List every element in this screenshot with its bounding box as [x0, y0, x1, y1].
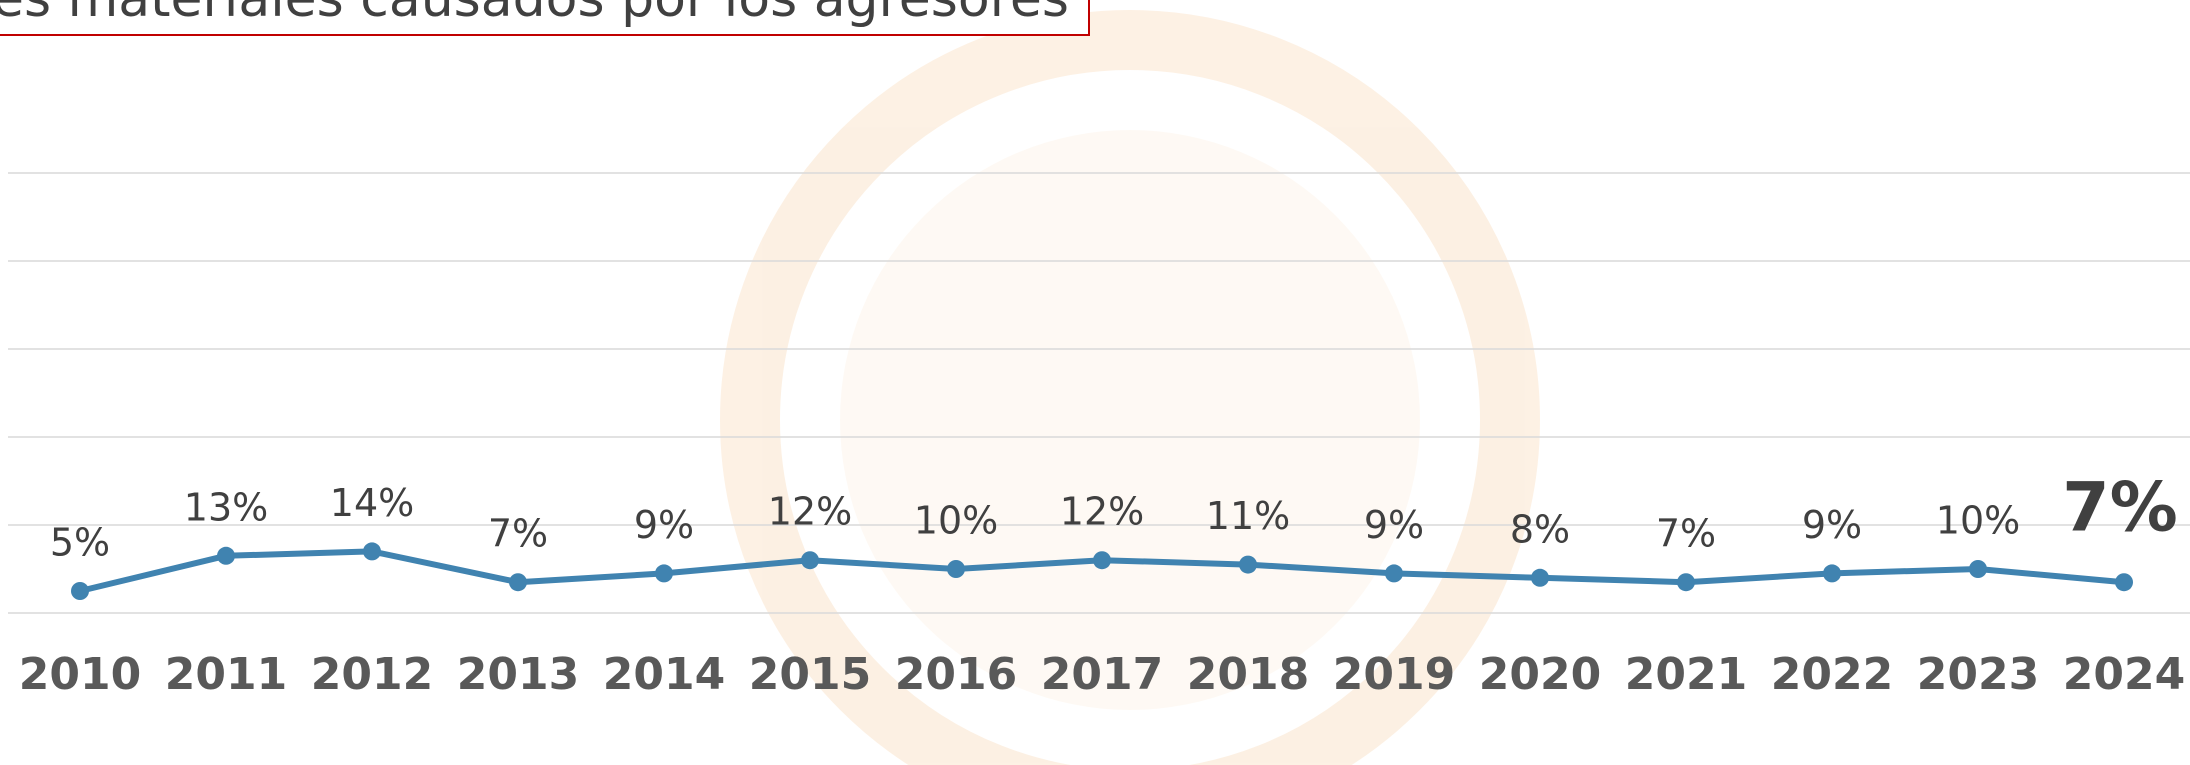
data-label: 10% — [914, 499, 998, 543]
x-tick-label: 2018 — [1187, 649, 1309, 700]
point — [217, 546, 235, 565]
x-tick-label: 2023 — [1917, 649, 2039, 700]
point — [1823, 564, 1841, 583]
x-tick-label: 2024 — [2063, 649, 2185, 700]
data-label: 7% — [488, 512, 548, 556]
data-label: 7% — [1656, 512, 1716, 556]
x-tick-label: 2016 — [895, 649, 1017, 700]
data-label: 9% — [1364, 503, 1424, 547]
watermark-ring — [720, 10, 1540, 765]
x-tick-label: 2014 — [603, 649, 725, 700]
point — [1677, 573, 1695, 592]
data-label: 10% — [1936, 499, 2020, 543]
data-label: 5% — [50, 521, 110, 565]
point — [363, 542, 381, 561]
data-label: 11% — [1206, 494, 1290, 538]
data-label: 9% — [1802, 503, 1862, 547]
data-label: 12% — [1060, 490, 1144, 534]
x-tick-label: 2012 — [311, 649, 433, 700]
x-tick-label: 2011 — [165, 649, 287, 700]
point — [947, 560, 965, 578]
x-tick-label: 2013 — [457, 649, 579, 700]
data-label: 8% — [1510, 507, 1570, 551]
data-label: 7% — [2062, 469, 2177, 548]
data-label: 13% — [184, 485, 268, 529]
x-tick-label: 2017 — [1041, 649, 1163, 700]
x-tick-label: 2015 — [749, 649, 871, 700]
chart-title: es materiales causados por los agresores — [0, 0, 1069, 29]
x-tick-label: 2020 — [1479, 649, 1601, 700]
x-tick-label: 2021 — [1625, 649, 1747, 700]
watermark-disc — [840, 130, 1420, 710]
point — [801, 551, 819, 570]
point — [1969, 560, 1987, 578]
title-box — [0, 0, 1090, 36]
point — [1093, 551, 1111, 570]
data-label: 14% — [330, 481, 414, 525]
data-label: 9% — [634, 503, 694, 547]
x-tick-label: 2010 — [19, 649, 141, 700]
point — [1239, 555, 1257, 574]
x-tick-label: 2022 — [1771, 649, 1893, 700]
point — [655, 564, 673, 583]
point — [2115, 573, 2133, 592]
data-label: 12% — [768, 490, 852, 534]
point — [71, 582, 89, 600]
point — [1531, 568, 1549, 587]
point — [1385, 564, 1403, 583]
x-tick-label: 2019 — [1333, 649, 1455, 700]
point — [509, 573, 527, 592]
